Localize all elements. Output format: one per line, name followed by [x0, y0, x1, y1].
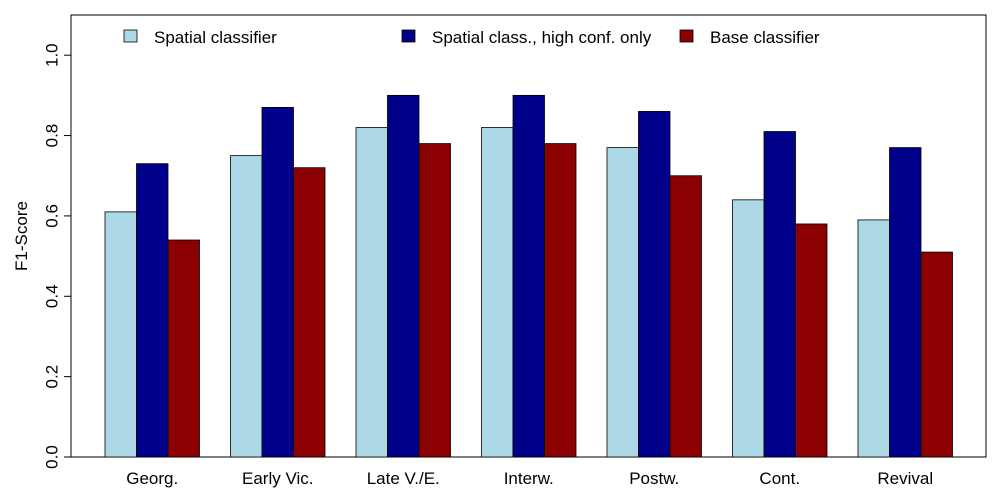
- bars-group: [104, 94, 953, 458]
- y-tick-label: 0.2: [42, 365, 61, 389]
- x-category-label: Revival: [877, 469, 933, 488]
- bar-1-6: [889, 147, 922, 458]
- x-category-label: Interw.: [504, 469, 554, 488]
- bar-0-4: [606, 147, 639, 458]
- x-category-label: Cont.: [759, 469, 800, 488]
- bar-2-5: [795, 223, 828, 458]
- y-axis-title: F1-Score: [12, 201, 31, 271]
- x-labels-group: Georg. Early Vic. Late V./E. Interw. Postw. C…: [126, 469, 933, 488]
- legend-label-0: Spatial classifier: [154, 28, 277, 47]
- bar-0-5: [732, 199, 765, 458]
- bar-1-3: [512, 94, 545, 458]
- bar-2-1: [293, 167, 326, 458]
- legend: Spatial classifier Spatial class., high c…: [123, 28, 820, 47]
- bar-1-5: [763, 131, 796, 458]
- x-category-label: Postw.: [629, 469, 679, 488]
- y-tick-label: 1.0: [42, 43, 61, 67]
- y-ticks-group: 0.0 0.2 0.4 0.6 0.8 1.0: [42, 43, 71, 469]
- legend-label-2: Base classifier: [710, 28, 820, 47]
- bar-0-6: [857, 219, 890, 458]
- bar-0-2: [355, 127, 388, 458]
- x-category-label: Early Vic.: [242, 469, 314, 488]
- legend-label-1: Spatial class., high conf. only: [432, 28, 652, 47]
- y-tick-label: 0.0: [42, 445, 61, 469]
- bar-1-2: [387, 94, 420, 458]
- bar-2-3: [544, 143, 577, 458]
- y-tick-label: 0.8: [42, 124, 61, 148]
- y-tick-label: 0.4: [42, 284, 61, 308]
- bar-2-2: [418, 143, 451, 458]
- y-tick-label: 0.6: [42, 204, 61, 228]
- legend-swatch-0: [123, 29, 138, 43]
- legend-swatch-1: [401, 29, 416, 43]
- bar-1-4: [638, 111, 671, 458]
- legend-swatch-2: [679, 29, 694, 43]
- bar-1-1: [261, 107, 294, 458]
- bar-2-6: [920, 251, 953, 458]
- bar-2-4: [669, 175, 702, 458]
- bar-1-0: [136, 163, 169, 458]
- bar-2-0: [167, 239, 200, 458]
- bar-0-1: [230, 155, 263, 458]
- x-category-label: Georg.: [126, 469, 178, 488]
- bar-0-0: [104, 211, 137, 458]
- bar-0-3: [481, 127, 514, 458]
- x-category-label: Late V./E.: [367, 469, 440, 488]
